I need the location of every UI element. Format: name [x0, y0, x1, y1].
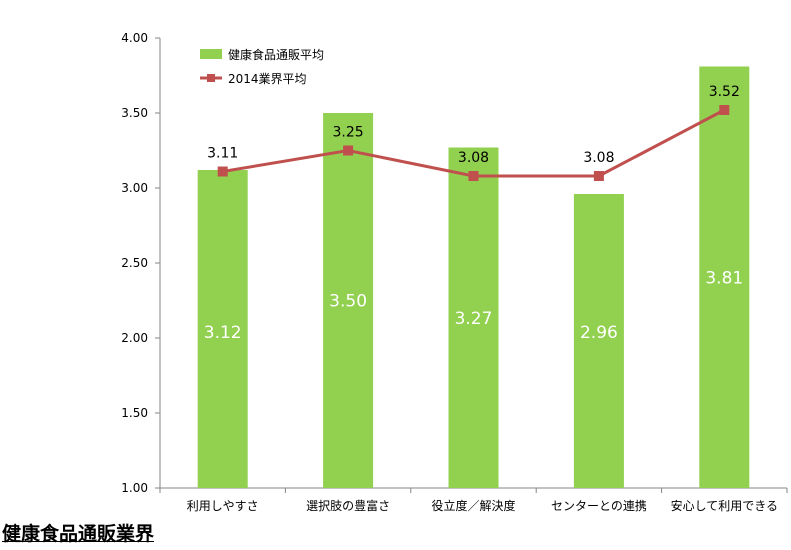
y-tick-label: 2.00: [121, 331, 148, 345]
bar: [573, 194, 624, 488]
line-data-label: 3.08: [583, 150, 614, 166]
legend-label-bar: 健康食品通販平均: [228, 47, 324, 62]
x-tick-label: 選択肢の豊富さ: [306, 498, 390, 513]
y-tick-label: 1.00: [121, 481, 148, 495]
bar-data-label: 3.50: [329, 292, 367, 312]
legend-swatch-marker: [207, 74, 215, 82]
y-tick-label: 4.00: [121, 31, 148, 45]
combo-chart: 1.00 1.50 2.00 2.50 3.00 3.50 4.00 3.12 利用しやすさ 3.…: [121, 31, 788, 513]
line-data-label: 3.08: [458, 150, 489, 166]
line-data-label: 3.11: [207, 146, 238, 162]
bar: [197, 170, 248, 488]
x-tick-label: 安心して利用できる: [671, 498, 778, 513]
x-tick-label: 役立度／解決度: [431, 498, 515, 513]
bar: [448, 147, 499, 488]
line-data-label: 3.25: [333, 125, 364, 141]
line-marker: [593, 171, 604, 181]
line-data-label: 3.52: [709, 84, 740, 100]
bar-data-label: 2.96: [580, 323, 618, 343]
line-marker: [719, 105, 730, 115]
bar-data-label: 3.27: [455, 309, 493, 329]
y-tick-label: 2.50: [121, 256, 148, 270]
y-tick-label: 3.50: [121, 106, 148, 120]
section-title: 健康食品通販業界: [2, 523, 155, 545]
bar: [699, 66, 750, 488]
line-marker: [343, 145, 354, 156]
legend-label-line: 2014業界平均: [228, 72, 307, 86]
legend-swatch-bar: [200, 49, 222, 59]
x-tick-label: 利用しやすさ: [187, 499, 259, 513]
y-tick-label: 1.50: [121, 406, 148, 420]
bar-data-label: 3.81: [705, 268, 743, 288]
y-tick-label: 3.00: [121, 181, 148, 195]
bar: [323, 113, 374, 488]
line-marker: [217, 166, 228, 177]
x-tick-label: センターとの連携: [551, 498, 647, 513]
line-marker: [468, 171, 479, 181]
bar-data-label: 3.12: [204, 323, 242, 343]
chart-area: 1.00 1.50 2.00 2.50 3.00 3.50 4.00 3.12 利用しやすさ 3.…: [121, 31, 788, 513]
